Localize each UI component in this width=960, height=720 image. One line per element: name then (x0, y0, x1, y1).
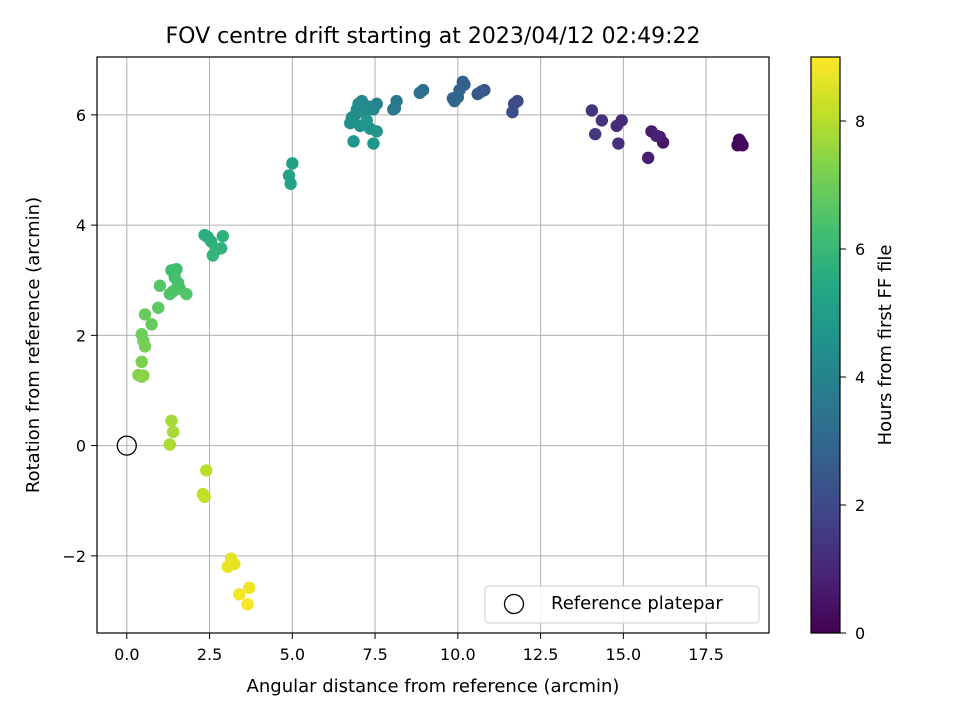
legend-marker-reference (503, 593, 525, 615)
data-point (370, 125, 383, 138)
data-point (641, 151, 655, 165)
data-point (165, 414, 178, 427)
legend-label-reference: Reference platepar (551, 593, 723, 614)
data-point (166, 425, 180, 439)
data-point (367, 137, 380, 150)
data-point (650, 129, 663, 143)
x-tick-label: 12.5 (523, 645, 559, 664)
data-point (135, 355, 148, 369)
data-point (216, 229, 229, 243)
data-point (163, 287, 177, 301)
y-tick-label: 0 (76, 437, 86, 456)
colorbar-label: Hours from first FF file (875, 245, 896, 446)
data-point (589, 127, 602, 141)
colorbar-tick-label: 2 (855, 496, 865, 515)
colorbar-tick-label: 6 (855, 240, 865, 259)
data-point (233, 588, 246, 601)
data-point (610, 119, 623, 133)
data-point (360, 114, 373, 127)
data-point (153, 279, 167, 292)
x-tick-label: 15.0 (606, 645, 642, 664)
colorbar-tick-label: 0 (855, 624, 865, 643)
data-point (734, 136, 748, 149)
chart-title: FOV centre drift starting at 2023/04/12 … (166, 24, 701, 49)
x-tick-label: 7.5 (362, 645, 387, 664)
reference-marker-layer (116, 435, 137, 456)
data-point (200, 464, 213, 477)
y-tick-label: 6 (76, 106, 86, 125)
data-point (221, 560, 234, 574)
data-point (198, 490, 211, 504)
x-axis-label: Angular distance from reference (arcmin) (247, 676, 620, 697)
data-point (506, 105, 519, 119)
y-tick-label: −2 (62, 547, 86, 566)
data-point (145, 318, 158, 331)
data-point (241, 598, 254, 611)
data-point (206, 249, 220, 262)
x-tick-label: 0.0 (114, 645, 139, 664)
colorbar-tick-label: 4 (855, 368, 865, 387)
data-point (344, 116, 357, 130)
grid (97, 57, 769, 633)
colorbar-gradient (810, 56, 841, 634)
reference-platepar-marker (116, 435, 137, 456)
data-point (138, 340, 152, 353)
data-point (347, 135, 360, 148)
legend: Reference platepar (484, 585, 760, 624)
data-point (180, 287, 193, 301)
x-ticks: 0.0 2.5 5.0 7.5 10.0 12.5 15.0 17.5 (114, 633, 724, 664)
data-point (451, 91, 465, 104)
data-point (413, 86, 426, 100)
x-tick-label: 2.5 (197, 645, 222, 664)
y-axis-label: Rotation from reference (arcmin) (23, 197, 44, 493)
x-tick-label: 5.0 (280, 645, 305, 664)
colorbar: 0 2 4 6 8 Hours from first FF file (810, 56, 896, 643)
data-point (474, 85, 488, 98)
data-point (585, 104, 599, 117)
x-tick-label: 10.0 (440, 645, 476, 664)
legend-box (484, 585, 760, 624)
data-points (132, 75, 749, 611)
data-point (152, 301, 165, 314)
data-point (138, 308, 152, 321)
x-tick-label: 17.5 (688, 645, 724, 664)
y-ticks: −2 0 2 4 6 (62, 106, 97, 566)
data-point (137, 369, 150, 382)
y-tick-label: 2 (76, 326, 86, 345)
data-point (286, 157, 299, 170)
data-point (595, 114, 609, 127)
data-point (612, 137, 625, 150)
colorbar-tick-label: 8 (855, 112, 865, 131)
data-point (243, 581, 256, 595)
data-point (388, 102, 402, 115)
data-point (284, 177, 297, 190)
colorbar-ticks: 0 2 4 6 8 (840, 112, 865, 643)
data-point (163, 438, 177, 451)
plot-frame (96, 56, 770, 634)
y-tick-label: 4 (76, 216, 86, 235)
